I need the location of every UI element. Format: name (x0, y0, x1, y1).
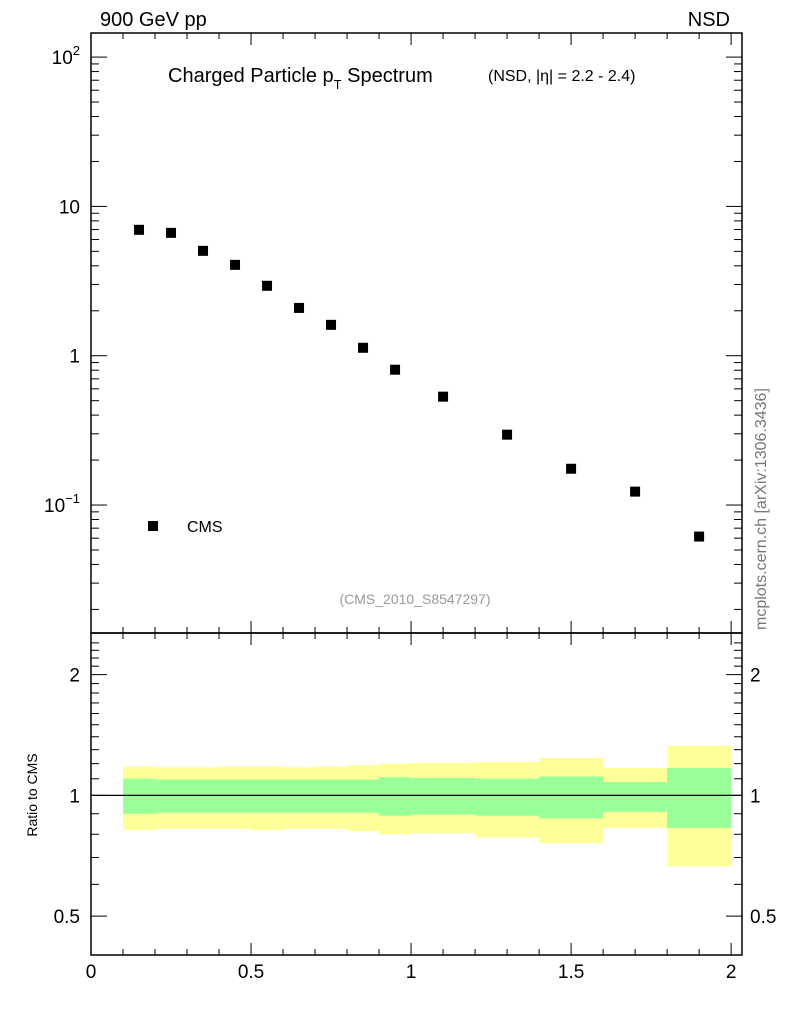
data-point-cms (438, 391, 449, 402)
ratio-y-tick-label: 2 (69, 666, 80, 687)
ratio-ylabel: Ratio to CMS (24, 753, 40, 836)
data-point-cms (294, 302, 305, 313)
ratio-y-tick-label-right: 0.5 (750, 907, 776, 928)
x-tick-label: 2 (726, 962, 737, 983)
stat-uncertainty-band (123, 778, 156, 814)
y-tick-label: 10−1 (44, 491, 80, 517)
data-point-cms (502, 429, 513, 440)
stat-uncertainty-band (667, 768, 732, 828)
stat-uncertainty-band (187, 779, 220, 813)
ratio-y-tick-label: 1 (69, 786, 80, 807)
ratio-y-tick-label: 0.5 (54, 907, 80, 928)
y-tick-label: 102 (52, 43, 80, 69)
x-tick-label: 0 (86, 962, 97, 983)
stat-uncertainty-band (155, 779, 188, 813)
data-point-cms (358, 342, 369, 353)
data-point-cms (694, 531, 705, 542)
stat-uncertainty-band (539, 776, 604, 819)
stat-uncertainty-band (603, 781, 668, 812)
side-label: mcplots.cern.ch [arXiv:1306.3436] (753, 388, 770, 630)
data-point-cms (230, 259, 241, 270)
stat-uncertainty-band (315, 779, 348, 813)
stat-uncertainty-band (475, 778, 540, 816)
ratio-y-tick-label-right: 2 (750, 666, 761, 687)
x-tick-label: 1 (406, 962, 417, 983)
x-tick-label: 1.5 (558, 962, 584, 983)
chart-title: Charged Particle pT Spectrum (168, 65, 433, 92)
legend-label: CMS (187, 519, 223, 536)
data-point-cms (134, 224, 145, 235)
data-point-cms (566, 463, 577, 474)
legend-marker (148, 521, 158, 531)
header-left: 900 GeV pp (100, 9, 207, 31)
chart-title-extra: (NSD, |η| = 2.2 - 2.4) (488, 68, 635, 85)
analysis-watermark: (CMS_2010_S8547297) (340, 591, 491, 607)
stat-uncertainty-band (347, 779, 380, 813)
data-point-cms (262, 280, 273, 291)
y-tick-label: 10 (59, 197, 80, 218)
header-right: NSD (688, 9, 730, 31)
data-point-cms (326, 319, 337, 330)
stat-uncertainty-band (411, 777, 476, 815)
data-point-cms (390, 364, 401, 375)
x-tick-label: 0.5 (238, 962, 264, 983)
stat-uncertainty-band (251, 779, 284, 813)
data-point-cms (630, 486, 641, 497)
data-point-cms (166, 227, 177, 238)
main-frame (90, 32, 743, 634)
ratio-y-tick-label-right: 1 (750, 786, 761, 807)
stat-uncertainty-band (283, 779, 316, 813)
data-point-cms (198, 245, 209, 256)
stat-uncertainty-band (379, 777, 412, 816)
stat-uncertainty-band (219, 779, 252, 813)
y-tick-label: 1 (69, 347, 80, 368)
ratio-frame (90, 632, 743, 956)
